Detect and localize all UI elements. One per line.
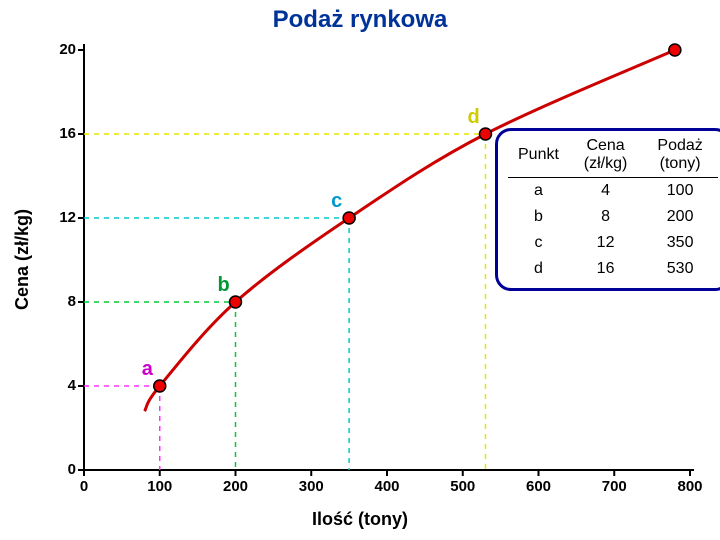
y-tick-label: 12 (46, 209, 76, 226)
table-cell: 100 (642, 178, 718, 205)
col-cena: Cena (zł/kg) (569, 135, 642, 178)
table-cell: 16 (569, 256, 642, 282)
col-podaz: Podaż (tony) (642, 135, 718, 178)
point-label-a: a (142, 358, 153, 381)
x-tick-label: 0 (64, 478, 104, 495)
table-cell: 12 (569, 230, 642, 256)
table-cell: d (508, 256, 569, 282)
y-tick-label: 20 (46, 41, 76, 58)
table-cell: 530 (642, 256, 718, 282)
x-tick-label: 600 (519, 478, 559, 495)
table-row: a4100 (508, 178, 718, 205)
col-punkt: Punkt (508, 135, 569, 178)
table-cell: 350 (642, 230, 718, 256)
x-tick-label: 100 (140, 478, 180, 495)
x-tick-label: 800 (670, 478, 710, 495)
point-label-d: d (467, 106, 479, 129)
table-row: b8200 (508, 204, 718, 230)
data-table-box: Punkt Cena (zł/kg) Podaż (tony) a4100b82… (495, 128, 720, 291)
table-cell: c (508, 230, 569, 256)
x-tick-label: 400 (367, 478, 407, 495)
data-table: Punkt Cena (zł/kg) Podaż (tony) a4100b82… (508, 135, 718, 282)
point-label-b: b (218, 274, 230, 297)
table-cell: a (508, 178, 569, 205)
y-tick-label: 4 (46, 377, 76, 394)
table-cell: b (508, 204, 569, 230)
y-axis-label: Cena (zł/kg) (12, 209, 33, 310)
y-tick-label: 8 (46, 293, 76, 310)
page: Podaż rynkowa Ilość (tony) Punkt Cena (z… (0, 0, 720, 540)
table-row: d16530 (508, 256, 718, 282)
table-row: c12350 (508, 230, 718, 256)
x-tick-label: 500 (443, 478, 483, 495)
point-label-c: c (331, 190, 342, 213)
x-tick-label: 200 (216, 478, 256, 495)
x-tick-label: 700 (594, 478, 634, 495)
x-axis-label: Ilość (tony) (0, 509, 720, 530)
y-tick-label: 0 (46, 461, 76, 478)
table-cell: 8 (569, 204, 642, 230)
y-tick-label: 16 (46, 125, 76, 142)
x-tick-label: 300 (291, 478, 331, 495)
table-cell: 200 (642, 204, 718, 230)
table-cell: 4 (569, 178, 642, 205)
